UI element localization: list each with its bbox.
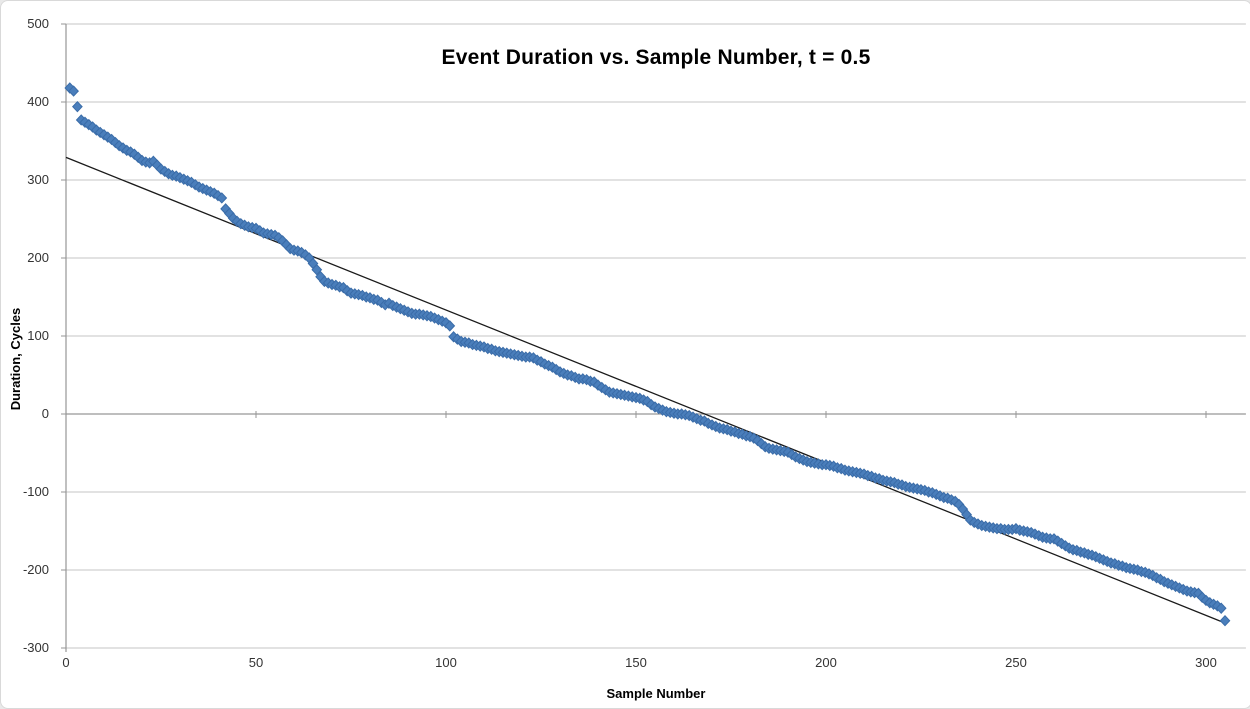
data-point: [216, 192, 228, 204]
x-tick-label: 200: [815, 655, 837, 670]
y-tick-label: 400: [27, 94, 49, 109]
y-axis-title: Duration, Cycles: [8, 307, 23, 411]
data-point: [1219, 614, 1231, 627]
y-tick-label: -300: [22, 640, 49, 655]
x-tick-label: 150: [625, 655, 647, 670]
y-tick-label: 500: [27, 16, 49, 31]
y-tick-label: 300: [27, 172, 49, 187]
y-tick-label: -100: [22, 484, 49, 499]
y-tick-label: -200: [22, 562, 49, 577]
data-point: [311, 263, 323, 276]
y-tick-label: 100: [27, 328, 49, 343]
data-point: [444, 320, 456, 332]
x-tick-label: 0: [62, 655, 70, 670]
x-tick-label: 250: [1005, 655, 1027, 670]
x-tick-label: 50: [248, 655, 264, 670]
chart-title: Event Duration vs. Sample Number, t = 0.…: [441, 46, 871, 69]
data-point: [72, 100, 83, 113]
data-point: [68, 85, 79, 97]
x-axis-title: Sample Number: [606, 686, 706, 701]
x-tick-label: 300: [1195, 655, 1217, 670]
y-tick-label: 0: [41, 406, 49, 421]
y-tick-label: 200: [27, 250, 49, 265]
x-tick-label: 100: [435, 655, 457, 670]
data-point: [1215, 602, 1227, 614]
scatter-series: [64, 82, 1231, 627]
